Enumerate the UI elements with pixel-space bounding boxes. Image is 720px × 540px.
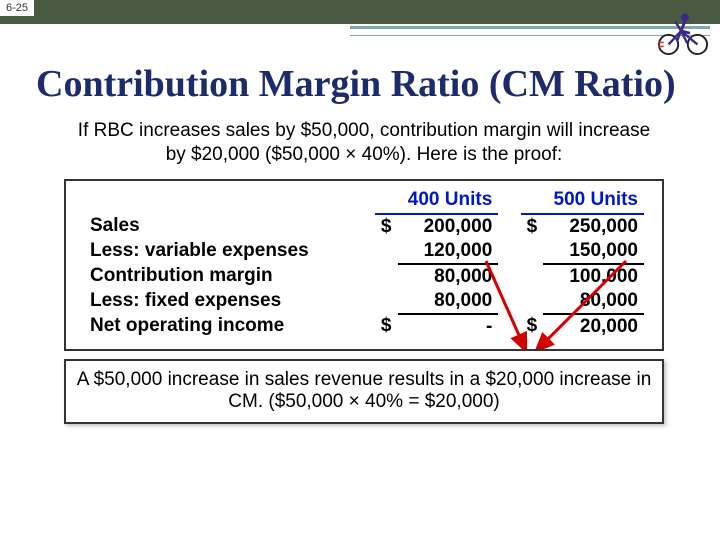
cyclist-icon xyxy=(654,4,712,56)
proof-table-box: 400 Units 500 Units Sales$200,000$250,00… xyxy=(64,179,664,351)
conclusion-box: A $50,000 increase in sales revenue resu… xyxy=(64,359,664,425)
intro-text: If RBC increases sales by $50,000, contr… xyxy=(36,119,692,177)
table-row: Sales$200,000$250,000 xyxy=(84,214,644,239)
table-row: Contribution margin80,000100,000 xyxy=(84,264,644,289)
col-header-1: 400 Units xyxy=(375,187,498,214)
page-number: 6-25 xyxy=(0,0,34,16)
table-row: Less: fixed expenses80,00080,000 xyxy=(84,289,644,314)
table-row: Net operating income$-$20,000 xyxy=(84,314,644,339)
table-row: Less: variable expenses120,000150,000 xyxy=(84,239,644,264)
header-bar: 6-25 xyxy=(0,0,720,24)
proof-table: 400 Units 500 Units Sales$200,000$250,00… xyxy=(84,187,644,339)
slide-content: Contribution Margin Ratio (CM Ratio) If … xyxy=(0,24,720,424)
slide-title: Contribution Margin Ratio (CM Ratio) xyxy=(36,64,692,105)
col-header-2: 500 Units xyxy=(521,187,644,214)
